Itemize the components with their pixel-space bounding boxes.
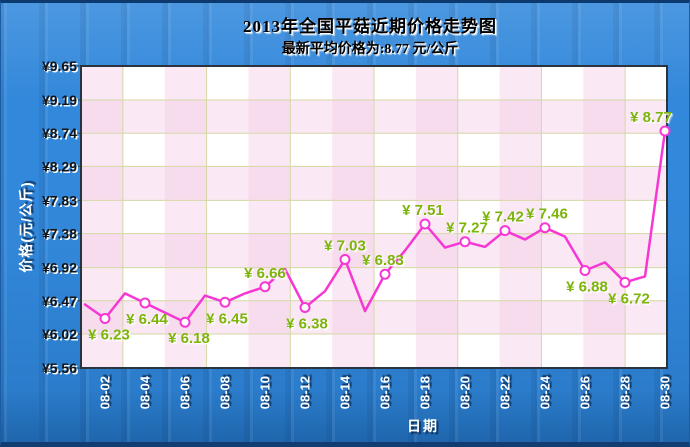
data-point-label: ¥ 6.72	[608, 290, 650, 307]
plot-band-column	[248, 66, 291, 368]
data-point	[579, 265, 591, 277]
plot-band-column	[332, 66, 374, 368]
x-tick-label: 08-20	[458, 376, 473, 409]
y-tick-label: ¥7.38	[42, 226, 77, 242]
y-tick-label: ¥9.65	[42, 58, 77, 74]
y-tick-label: ¥6.02	[42, 326, 77, 342]
plot-band-column	[499, 66, 542, 368]
data-point-label: ¥ 6.83	[362, 252, 404, 269]
x-tick-label: 08-30	[658, 376, 673, 409]
data-point	[299, 301, 311, 313]
data-point-label: ¥ 7.03	[324, 237, 366, 254]
data-point	[179, 316, 191, 328]
data-point	[539, 222, 551, 234]
x-tick-label: 08-08	[218, 376, 233, 409]
y-tick-label: ¥7.83	[42, 192, 77, 208]
x-axis-title: 日期	[407, 418, 439, 434]
x-tick-label: 08-04	[138, 375, 153, 409]
y-tick-label: ¥6.92	[42, 260, 77, 276]
data-point-label: ¥ 6.66	[244, 265, 286, 282]
y-tick-label: ¥5.56	[42, 360, 77, 376]
data-point-label: ¥ 7.51	[402, 202, 444, 219]
y-tick-label: ¥8.74	[42, 125, 77, 141]
x-tick-label: 08-22	[498, 376, 513, 409]
data-point-label: ¥ 6.23	[88, 327, 130, 344]
data-point	[499, 225, 511, 237]
data-point-label: ¥ 6.44	[126, 311, 168, 328]
x-tick-label: 08-12	[298, 376, 313, 409]
x-tick-label: 08-14	[338, 375, 353, 409]
data-point-label: ¥ 8.77	[630, 109, 672, 126]
data-point-label: ¥ 6.38	[286, 315, 328, 332]
data-point	[419, 218, 431, 230]
y-tick-label: ¥8.29	[42, 158, 77, 174]
x-tick-label: 08-06	[178, 376, 193, 409]
chart-canvas: ¥5.56 ¥6.02 ¥6.47 ¥6.92 ¥7.38 ¥7.83 ¥8.29 ¥8.74…	[42, 58, 673, 409]
data-point	[379, 268, 391, 280]
y-tick-label: ¥9.19	[42, 92, 77, 108]
x-tick-label: 08-02	[98, 376, 113, 409]
plot-border	[80, 65, 668, 369]
x-tick-label: 08-26	[578, 376, 593, 409]
plot-band-column	[583, 66, 626, 368]
chart-subtitle: 最新平均价格为:8.77 元/公斤	[281, 42, 459, 57]
y-tick-label: ¥6.47	[42, 293, 77, 309]
data-point	[339, 253, 351, 265]
x-tick-label: 08-18	[418, 376, 433, 409]
chart-title: 2013年全国平菇近期价格走势图	[243, 17, 497, 36]
data-point-label: ¥ 7.27	[446, 220, 488, 237]
data-point	[139, 297, 151, 309]
data-point	[459, 236, 471, 248]
data-point-label: ¥ 6.45	[206, 310, 248, 327]
data-point	[259, 281, 271, 293]
data-point-label: ¥ 6.18	[168, 330, 210, 347]
data-point-label: ¥ 7.46	[526, 206, 568, 223]
x-tick-label: 08-10	[258, 376, 273, 409]
x-tick-label: 08-24	[538, 375, 553, 409]
data-point	[99, 313, 111, 325]
data-point-label: ¥ 6.88	[566, 279, 608, 296]
data-point	[659, 125, 671, 137]
x-tick-label: 08-28	[618, 376, 633, 409]
data-point-label: ¥ 7.42	[482, 209, 524, 226]
data-point	[219, 296, 231, 308]
data-point	[619, 276, 631, 288]
plot-band-column	[415, 66, 458, 368]
x-tick-label: 08-16	[378, 376, 393, 409]
